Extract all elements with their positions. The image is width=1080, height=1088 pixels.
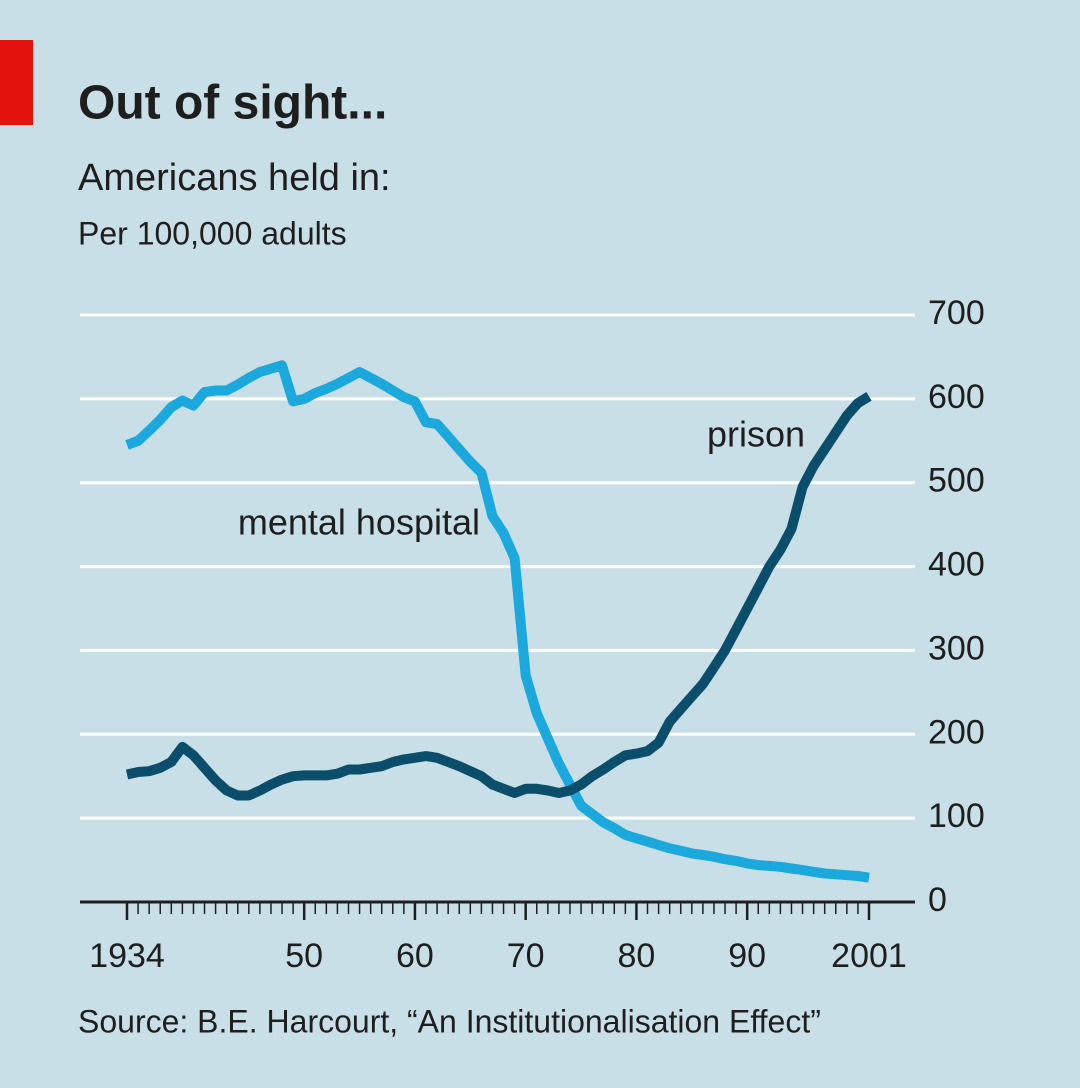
y-tick-label: 700 bbox=[928, 294, 985, 332]
y-tick-label: 0 bbox=[928, 881, 947, 919]
x-tick-label: 70 bbox=[507, 937, 545, 975]
chart-subtitle: Americans held in: bbox=[78, 157, 391, 199]
source: Source: B.E. Harcourt, “An Institutional… bbox=[78, 1003, 821, 1039]
y-tick-label: 500 bbox=[928, 462, 985, 500]
x-tick-label: 80 bbox=[618, 937, 656, 975]
red-tag bbox=[0, 40, 33, 125]
series-label: mental hospital bbox=[238, 502, 480, 543]
x-tick-label: 60 bbox=[396, 937, 434, 975]
x-tick-label: 50 bbox=[285, 937, 323, 975]
y-tick-label: 100 bbox=[928, 797, 985, 835]
y-tick-label: 200 bbox=[928, 713, 985, 751]
x-tick-label: 90 bbox=[728, 937, 766, 975]
line-series bbox=[125, 392, 872, 801]
x-tick-label: 1934 bbox=[89, 937, 165, 975]
x-tick-label: 2001 bbox=[831, 937, 907, 975]
y-tick-label: 600 bbox=[928, 378, 985, 416]
unit-label: Per 100,000 adults bbox=[78, 215, 347, 251]
line-series bbox=[125, 360, 870, 883]
y-tick-label: 300 bbox=[928, 629, 985, 667]
series-label: prison bbox=[707, 414, 805, 455]
y-tick-label: 400 bbox=[928, 546, 985, 584]
chart-title: Out of sight... bbox=[78, 77, 387, 130]
